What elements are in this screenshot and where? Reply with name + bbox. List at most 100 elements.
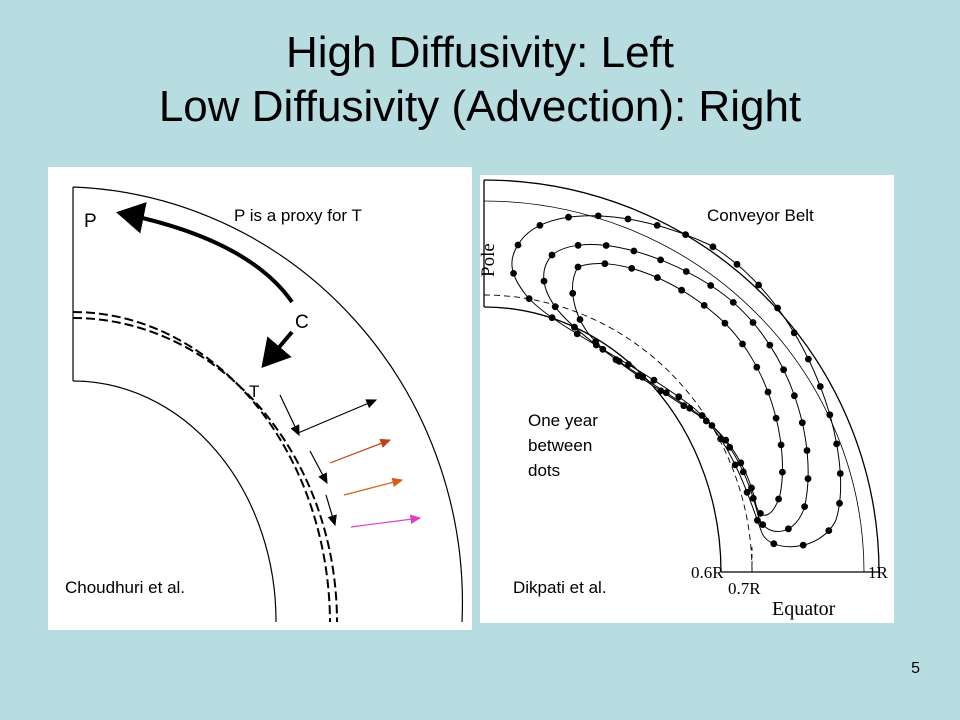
label-equator: Equator (772, 598, 836, 620)
outer-boundary-arc (72, 186, 464, 623)
caption-dikpati: Dikpati et al. (513, 578, 607, 597)
year-dot (576, 316, 584, 323)
year-dot (764, 388, 772, 396)
year-dot (708, 422, 716, 429)
right-figure-panel: Pole 0.6R 0.7R 1R Equator Conveyor Belt … (480, 175, 894, 623)
year-dot (569, 289, 577, 297)
year-dot (510, 270, 517, 277)
label-pole: Pole (480, 243, 499, 277)
year-dot (754, 516, 761, 524)
year-dot (753, 363, 761, 371)
caption-proxy: P is a proxy for T (234, 206, 362, 225)
year-dot (657, 387, 665, 395)
year-dot (536, 222, 544, 229)
caption-one-year-line-1: One year (528, 411, 598, 430)
poleward-flow-arrow (116, 202, 294, 304)
year-dot (772, 414, 780, 422)
year-dot (733, 260, 741, 268)
year-dot (737, 459, 745, 467)
dikpati-diagram: Pole 0.6R 0.7R 1R Equator (480, 179, 889, 620)
year-dot (540, 277, 548, 285)
outer-surface-arc (483, 179, 880, 573)
year-dot (702, 417, 710, 425)
choudhuri-diagram: P C T (72, 186, 464, 623)
year-dot (780, 366, 787, 374)
streamline-middle (543, 244, 809, 532)
year-dot (514, 241, 522, 249)
year-dot (682, 268, 690, 275)
diffusion-arrow-orange (343, 477, 404, 496)
year-dot (785, 525, 792, 533)
tachocline-dashed-arc (483, 294, 753, 573)
caption-one-year-line-2: between (528, 436, 593, 455)
diffusion-arrow-thin-2 (309, 450, 328, 485)
year-dot (650, 376, 658, 384)
year-dot (682, 231, 689, 238)
year-dot (721, 319, 729, 327)
diffusion-arrow-thin-3 (325, 494, 337, 527)
year-dot (726, 443, 734, 451)
slide-title: High Diffusivity: Left Low Diffusivity (… (0, 26, 960, 134)
tachocline-dashed-arc-1 (72, 311, 331, 623)
year-dot (749, 319, 757, 326)
year-dot (675, 393, 683, 401)
year-dot (766, 341, 774, 349)
year-dot (698, 412, 706, 419)
diffusion-arrow-pink (350, 514, 422, 528)
caption-choudhuri: Choudhuri et al. (65, 578, 186, 597)
year-dot (826, 411, 834, 419)
year-dot (678, 286, 685, 294)
year-dot (836, 470, 844, 477)
year-dots-group (510, 212, 844, 549)
tachocline-dashed-arc-2 (72, 317, 338, 623)
year-dot (592, 338, 599, 346)
year-dot (775, 495, 782, 503)
year-dot (625, 361, 632, 368)
year-dot (739, 468, 747, 476)
year-dot (551, 303, 559, 311)
year-dot (755, 281, 762, 289)
year-dot (804, 475, 812, 483)
year-dot (825, 527, 833, 534)
year-dot (790, 329, 798, 337)
year-dot (565, 213, 572, 221)
year-dot (799, 541, 807, 549)
year-dot (548, 251, 556, 259)
inner-boundary-arc (72, 380, 277, 623)
year-dot (791, 392, 798, 400)
year-dot (525, 295, 533, 302)
title-line-2: Low Diffusivity (Advection): Right (158, 82, 802, 131)
year-dot (624, 215, 632, 223)
caption-one-year-line-3: dots (528, 461, 561, 480)
year-dot (574, 263, 582, 271)
year-dot (803, 447, 811, 454)
year-dot (743, 488, 751, 496)
year-dot (777, 441, 785, 449)
downflow-arrow (261, 330, 294, 369)
year-dot (801, 503, 808, 510)
year-dot (573, 330, 581, 338)
year-dot (739, 340, 746, 348)
year-dot (657, 256, 664, 264)
year-dot (700, 302, 708, 309)
year-dot (836, 499, 843, 507)
year-dot (798, 419, 806, 427)
year-dot (602, 242, 610, 249)
year-dot (770, 540, 778, 548)
year-dot (686, 404, 694, 412)
year-dot (833, 440, 840, 448)
year-dot (816, 383, 824, 390)
year-dot (599, 345, 607, 353)
diffusion-arrow-thin-1 (279, 394, 300, 437)
year-dot (722, 436, 730, 444)
year-dot (759, 521, 767, 528)
tick-06r: 0.6R (691, 563, 724, 582)
year-dot (612, 356, 620, 364)
year-dot (779, 468, 786, 476)
year-dot (748, 484, 755, 492)
year-dot (654, 274, 661, 281)
label-t: T (249, 382, 259, 401)
label-c: C (295, 312, 309, 333)
tick-07r: 0.7R (728, 579, 761, 598)
slide-number: 5 (911, 660, 920, 677)
